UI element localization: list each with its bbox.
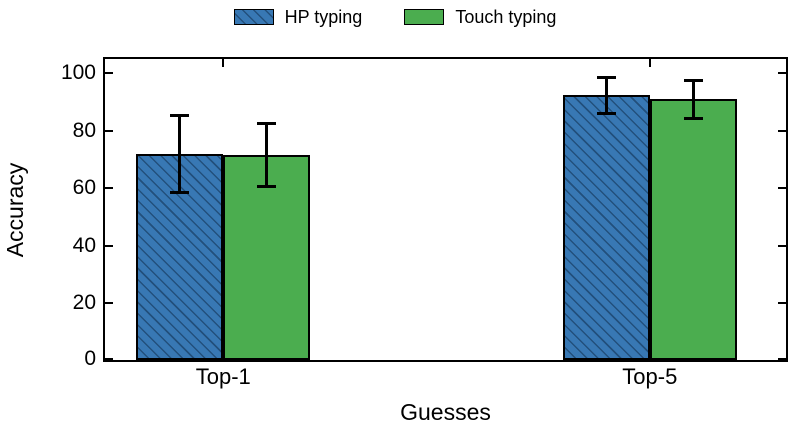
error-bar-line xyxy=(178,115,182,194)
legend: HP typing Touch typing xyxy=(0,7,790,27)
error-bar-cap-bottom xyxy=(683,116,703,120)
x-tick-top xyxy=(222,59,225,67)
x-tick-label: Top-5 xyxy=(622,364,678,389)
y-tick-left xyxy=(105,72,113,75)
y-tick-right xyxy=(778,129,786,132)
bar-hp-typing-top-5 xyxy=(562,95,650,360)
legend-item-touch-typing: Touch typing xyxy=(404,7,556,27)
y-tick-right xyxy=(778,358,786,360)
legend-swatch-hp-typing-icon xyxy=(233,9,274,25)
y-tick-right xyxy=(778,187,786,190)
bar-touch-typing-top-1 xyxy=(223,155,311,360)
y-tick-label: 20 xyxy=(72,291,96,315)
y-tick-label: 100 xyxy=(60,61,96,85)
x-axis-label: Guesses xyxy=(400,399,491,425)
legend-item-hp-typing: HP typing xyxy=(233,7,363,27)
error-bar-line xyxy=(604,76,608,114)
x-tick-label: Top-1 xyxy=(195,364,251,389)
bar-touch-typing-top-5 xyxy=(649,99,737,360)
y-tick-left xyxy=(105,129,113,132)
error-bar-cap-top xyxy=(683,78,703,82)
x-tick-top xyxy=(648,59,651,67)
y-tick-label: 60 xyxy=(72,176,96,200)
error-bar-cap-top xyxy=(596,75,616,79)
error-bar-cap-bottom xyxy=(596,111,616,115)
error-bar-cap-bottom xyxy=(257,184,277,188)
y-tick-right xyxy=(778,72,786,75)
y-tick-left xyxy=(105,244,113,247)
y-tick-label: 0 xyxy=(84,347,96,370)
y-tick-left xyxy=(105,302,113,305)
y-tick-right xyxy=(778,302,786,305)
plot-area xyxy=(103,57,788,362)
error-bar-cap-top xyxy=(257,122,277,126)
legend-label-touch-typing: Touch typing xyxy=(455,7,557,27)
y-tick-left xyxy=(105,358,113,360)
legend-swatch-touch-typing-icon xyxy=(404,9,445,25)
error-bar-cap-bottom xyxy=(170,191,190,195)
error-bar-line xyxy=(265,123,269,187)
error-bar-line xyxy=(691,79,695,119)
y-tick-label: 40 xyxy=(72,233,96,257)
y-tick-label: 80 xyxy=(72,118,96,142)
y-tick-right xyxy=(778,244,786,247)
y-tick-left xyxy=(105,187,113,190)
legend-label-hp-typing: HP typing xyxy=(284,7,363,27)
error-bar-cap-top xyxy=(170,114,190,118)
